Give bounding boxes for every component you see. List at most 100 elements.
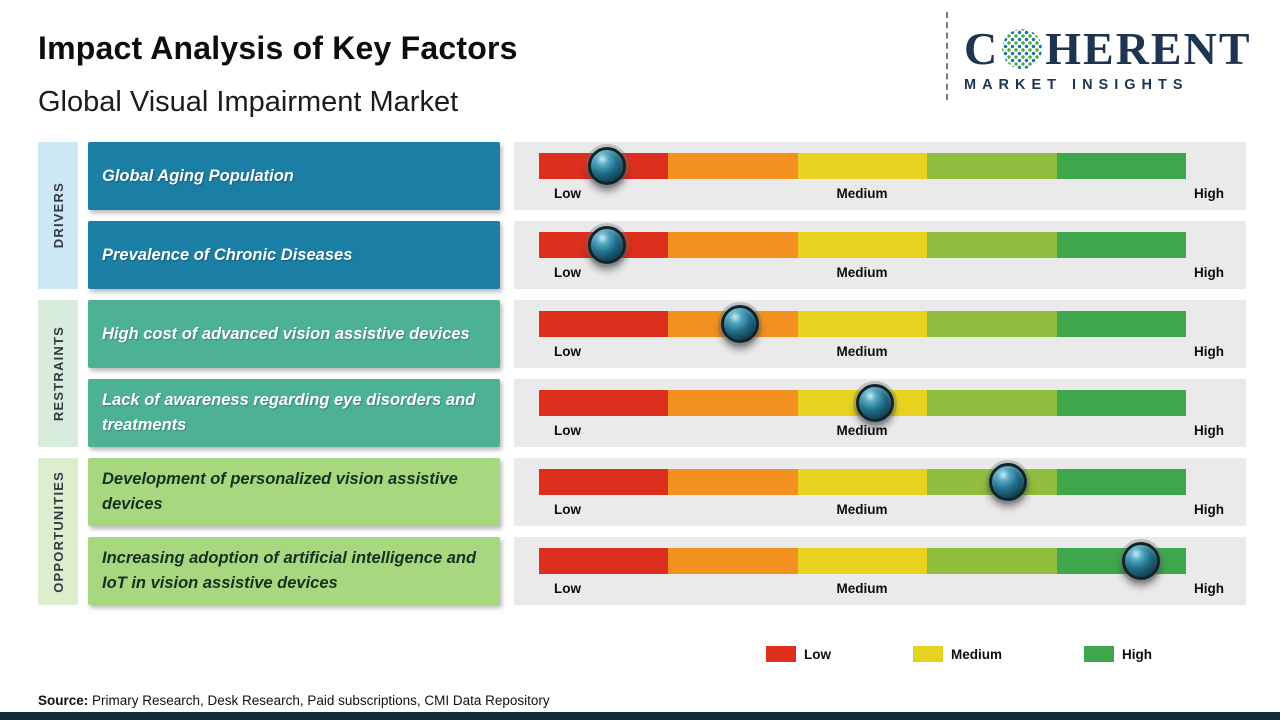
legend-item-low: Low <box>766 646 831 662</box>
scale-label-low: Low <box>554 581 581 596</box>
bar-segment-green <box>1056 232 1187 258</box>
scale-labels: Low Medium High <box>514 581 1246 599</box>
factor-row: Lack of awareness regarding eye disorder… <box>88 379 1246 447</box>
impact-slider-knob[interactable] <box>587 147 626 185</box>
bar-segment-yellowgreen <box>927 311 1057 337</box>
scale-label-medium: Medium <box>836 581 888 596</box>
scale-label-high: High <box>1194 344 1224 359</box>
source-label: Source: <box>38 693 89 708</box>
legend-item-high: High <box>1084 646 1152 662</box>
scale-label-low: Low <box>554 502 581 517</box>
bar-segment-yellowgreen <box>927 390 1057 416</box>
page-title: Impact Analysis of Key Factors <box>38 30 518 66</box>
legend: Low Medium High <box>766 646 1152 662</box>
impact-gradient-bar <box>539 542 1187 580</box>
factor-row: High cost of advanced vision assistive d… <box>88 300 1246 368</box>
scale-label-high: High <box>1194 502 1224 517</box>
factor-label: Lack of awareness regarding eye disorder… <box>102 391 476 434</box>
source-line: Source: Primary Research, Desk Research,… <box>38 693 550 708</box>
bar-segment-yellow <box>797 232 928 258</box>
impact-scale-panel: Low Medium High <box>514 458 1246 526</box>
legend-swatch-medium <box>913 646 943 662</box>
impact-scale-panel: Low Medium High <box>514 142 1246 210</box>
impact-gradient-bar <box>539 463 1187 501</box>
bar-segment-green <box>1056 469 1187 495</box>
factor-label-box: Development of personalized vision assis… <box>88 458 500 526</box>
factor-label: Global Aging Population <box>102 166 294 185</box>
legend-item-medium: Medium <box>913 646 1002 662</box>
brand-tagline: MARKET INSIGHTS <box>964 77 1189 93</box>
factor-label-box: Increasing adoption of artificial intell… <box>88 537 500 605</box>
bar-segment-red <box>539 311 669 337</box>
impact-slider-knob[interactable] <box>1121 542 1160 580</box>
bar-segment-yellow <box>797 153 928 179</box>
page-subtitle: Global Visual Impairment Market <box>38 86 459 118</box>
group-label-opportunities: OPPORTUNITIES <box>50 470 66 593</box>
group-drivers: DRIVERS Global Aging Population <box>38 142 1246 289</box>
bar-segment-green <box>1056 153 1187 179</box>
bar-segment-green <box>1056 390 1187 416</box>
impact-slider-knob[interactable] <box>856 384 895 422</box>
scale-labels: Low Medium High <box>514 423 1246 441</box>
bar-segment-red <box>539 548 669 574</box>
group-label-restraints: RESTRAINTS <box>50 325 66 422</box>
brand-letter-c: C <box>964 23 1000 74</box>
scale-label-low: Low <box>554 265 581 280</box>
scale-labels: Low Medium High <box>514 344 1246 362</box>
brand-logo: C HERENT MARKET INSIGHTS <box>964 26 1264 94</box>
impact-gradient-bar <box>539 305 1187 343</box>
factor-label-box: Prevalence of Chronic Diseases <box>88 221 500 289</box>
bar-segment-yellow <box>797 311 928 337</box>
scale-label-high: High <box>1194 581 1224 596</box>
scale-label-low: Low <box>554 423 581 438</box>
impact-chart: DRIVERS Global Aging Population <box>38 142 1246 605</box>
scale-label-low: Low <box>554 186 581 201</box>
legend-swatch-low <box>766 646 796 662</box>
bar-segment-red <box>539 469 669 495</box>
legend-label-low: Low <box>804 646 831 662</box>
group-label-drivers: DRIVERS <box>50 182 66 249</box>
scale-label-medium: Medium <box>836 423 888 438</box>
impact-slider-knob[interactable] <box>720 305 759 343</box>
bar-segment-yellowgreen <box>927 548 1057 574</box>
bar-segment-yellow <box>797 469 928 495</box>
factor-label-box: High cost of advanced vision assistive d… <box>88 300 500 368</box>
scale-label-medium: Medium <box>836 186 888 201</box>
bar-segment-yellow <box>797 548 928 574</box>
impact-slider-knob[interactable] <box>587 226 626 264</box>
factor-label-box: Lack of awareness regarding eye disorder… <box>88 379 500 447</box>
factor-label: Increasing adoption of artificial intell… <box>102 549 477 592</box>
impact-gradient-bar <box>539 226 1187 264</box>
factor-row: Development of personalized vision assis… <box>88 458 1246 526</box>
brand-wordmark: C HERENT <box>964 26 1264 72</box>
brand-letters-rest: HERENT <box>1045 23 1252 74</box>
impact-scale-panel: Low Medium High <box>514 537 1246 605</box>
scale-label-high: High <box>1194 265 1224 280</box>
factor-label: Development of personalized vision assis… <box>102 470 458 513</box>
bar-segment-orange <box>668 469 798 495</box>
legend-label-medium: Medium <box>951 646 1003 662</box>
scale-label-low: Low <box>554 344 581 359</box>
scale-label-high: High <box>1194 186 1224 201</box>
scale-labels: Low Medium High <box>514 265 1246 283</box>
factor-row: Prevalence of Chronic Diseases Low <box>88 221 1246 289</box>
impact-scale-panel: Low Medium High <box>514 379 1246 447</box>
scale-label-medium: Medium <box>836 502 888 517</box>
bar-segment-red <box>539 390 669 416</box>
group-strip-restraints: RESTRAINTS <box>38 300 78 447</box>
source-text: Primary Research, Desk Research, Paid su… <box>88 693 550 708</box>
factor-label: High cost of advanced vision assistive d… <box>102 324 470 343</box>
factor-label-box: Global Aging Population <box>88 142 500 210</box>
bar-segment-green <box>1056 548 1187 574</box>
impact-gradient-bar <box>539 147 1187 185</box>
scale-labels: Low Medium High <box>514 186 1246 204</box>
scale-label-high: High <box>1194 423 1224 438</box>
factor-row: Global Aging Population Low <box>88 142 1246 210</box>
impact-slider-knob[interactable] <box>989 463 1028 501</box>
group-opportunities: OPPORTUNITIES Development of personalize… <box>38 458 1246 605</box>
dotted-globe-icon <box>1002 29 1043 69</box>
footer-accent-bar <box>0 712 1280 720</box>
scale-label-medium: Medium <box>836 344 888 359</box>
group-restraints: RESTRAINTS High cost of advanced vision … <box>38 300 1246 447</box>
